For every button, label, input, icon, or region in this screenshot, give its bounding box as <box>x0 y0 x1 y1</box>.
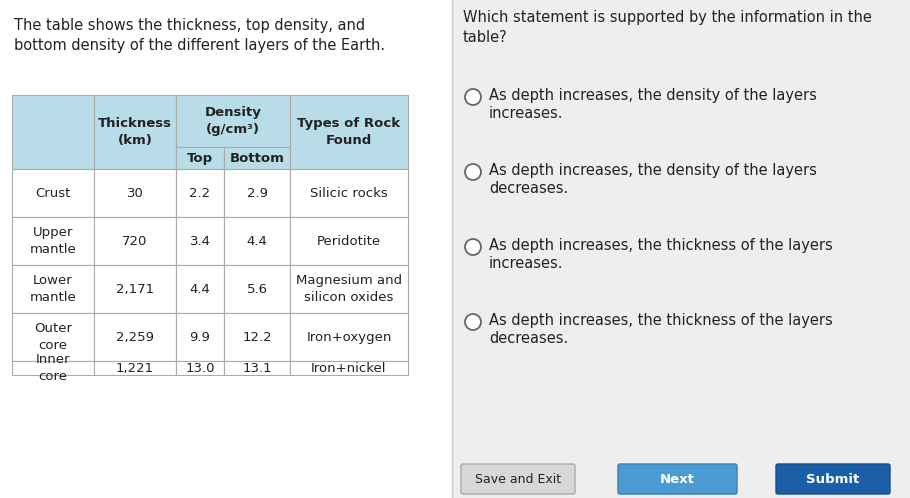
Bar <box>452 0 910 498</box>
Text: As depth increases, the density of the layers: As depth increases, the density of the l… <box>489 88 817 103</box>
Text: Thickness
(km): Thickness (km) <box>98 117 172 147</box>
Text: 2,171: 2,171 <box>116 282 154 295</box>
Circle shape <box>465 239 481 255</box>
Text: Outer
core: Outer core <box>34 322 72 352</box>
Bar <box>94 313 176 361</box>
Text: decreases.: decreases. <box>489 181 568 196</box>
Text: increases.: increases. <box>489 106 563 121</box>
Text: Peridotite: Peridotite <box>317 235 381 248</box>
Text: bottom density of the different layers of the Earth.: bottom density of the different layers o… <box>14 38 385 53</box>
Text: Top: Top <box>187 151 213 164</box>
Bar <box>224 361 290 375</box>
Text: Iron+nickel: Iron+nickel <box>311 362 387 374</box>
Text: 30: 30 <box>126 186 144 200</box>
Text: 4.4: 4.4 <box>247 235 268 248</box>
Bar <box>94 361 176 375</box>
Text: 2.2: 2.2 <box>189 186 210 200</box>
Text: increases.: increases. <box>489 256 563 271</box>
Text: Crust: Crust <box>35 186 71 200</box>
Text: Save and Exit: Save and Exit <box>475 473 561 486</box>
Bar <box>12 217 94 265</box>
Text: 13.1: 13.1 <box>242 362 272 374</box>
Text: 13.0: 13.0 <box>186 362 215 374</box>
Bar <box>176 313 224 361</box>
Bar <box>94 169 176 217</box>
Bar <box>176 361 224 375</box>
Bar <box>176 265 224 313</box>
Bar <box>12 95 94 169</box>
Text: Density
(g/cm³): Density (g/cm³) <box>205 106 261 136</box>
Bar <box>224 313 290 361</box>
Text: The table shows the thickness, top density, and: The table shows the thickness, top densi… <box>14 18 365 33</box>
Bar <box>290 313 408 361</box>
Bar <box>224 147 290 169</box>
Text: 3.4: 3.4 <box>189 235 210 248</box>
Bar <box>12 169 94 217</box>
Text: Lower
mantle: Lower mantle <box>30 274 76 304</box>
Text: As depth increases, the thickness of the layers: As depth increases, the thickness of the… <box>489 313 833 328</box>
Bar <box>94 217 176 265</box>
Bar <box>290 169 408 217</box>
Bar <box>12 313 94 361</box>
FancyBboxPatch shape <box>776 464 890 494</box>
Text: 5.6: 5.6 <box>247 282 268 295</box>
Bar <box>290 95 408 169</box>
FancyBboxPatch shape <box>618 464 737 494</box>
Text: Upper
mantle: Upper mantle <box>30 226 76 256</box>
Text: 2,259: 2,259 <box>116 331 154 344</box>
Polygon shape <box>729 468 737 490</box>
Bar <box>0 0 452 498</box>
Text: Magnesium and
silicon oxides: Magnesium and silicon oxides <box>296 274 402 304</box>
Bar <box>224 217 290 265</box>
Text: 4.4: 4.4 <box>189 282 210 295</box>
Bar <box>94 265 176 313</box>
Text: 9.9: 9.9 <box>189 331 210 344</box>
Text: Bottom: Bottom <box>229 151 285 164</box>
Text: table?: table? <box>463 30 508 45</box>
Text: Submit: Submit <box>806 473 860 486</box>
Bar <box>176 95 290 147</box>
Circle shape <box>465 164 481 180</box>
Text: Silicic rocks: Silicic rocks <box>310 186 388 200</box>
Text: 720: 720 <box>122 235 147 248</box>
Text: As depth increases, the density of the layers: As depth increases, the density of the l… <box>489 163 817 178</box>
Bar <box>176 147 224 169</box>
Text: 1,221: 1,221 <box>116 362 154 374</box>
Bar <box>12 361 94 375</box>
Text: Inner
core: Inner core <box>35 353 70 383</box>
Circle shape <box>465 314 481 330</box>
Bar <box>224 265 290 313</box>
Bar <box>94 95 176 169</box>
Text: Types of Rock
Found: Types of Rock Found <box>298 117 400 147</box>
Text: Iron+oxygen: Iron+oxygen <box>307 331 391 344</box>
FancyBboxPatch shape <box>461 464 575 494</box>
Text: Which statement is supported by the information in the: Which statement is supported by the info… <box>463 10 872 25</box>
Bar <box>290 265 408 313</box>
Circle shape <box>465 89 481 105</box>
Text: 12.2: 12.2 <box>242 331 272 344</box>
Text: Next: Next <box>660 473 695 486</box>
Text: decreases.: decreases. <box>489 331 568 346</box>
Bar <box>290 361 408 375</box>
Text: 2.9: 2.9 <box>247 186 268 200</box>
Bar <box>176 169 224 217</box>
Bar <box>290 217 408 265</box>
Bar <box>224 169 290 217</box>
Text: As depth increases, the thickness of the layers: As depth increases, the thickness of the… <box>489 238 833 253</box>
Bar <box>176 217 224 265</box>
Bar <box>12 265 94 313</box>
